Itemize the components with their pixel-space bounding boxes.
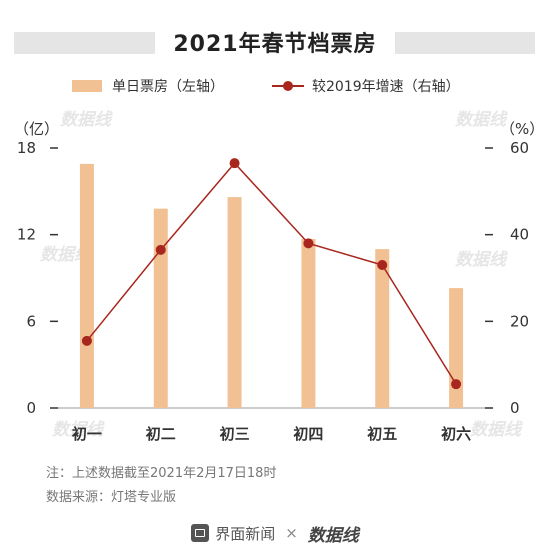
left-tick-label-0: 0 <box>26 399 36 417</box>
legend-bar-swatch <box>72 80 102 92</box>
x-tick-label-5: 初六 <box>441 425 471 443</box>
growth-point-初四 <box>303 238 314 249</box>
footnote-source: 数据来源：灯塔专业版 <box>46 490 177 505</box>
bar-初四 <box>301 239 316 408</box>
watermark-4: 数据线 <box>52 420 105 440</box>
footer-brand-bar: 界面新闻 × 数据线 <box>0 516 550 550</box>
x-tick-label-1: 初二 <box>146 425 176 443</box>
watermark-0: 数据线 <box>60 110 113 130</box>
chart-title-text: 2021年春节档票房 <box>155 32 395 57</box>
right-tick-label-0: 0 <box>510 399 520 417</box>
bar-初二 <box>153 208 168 408</box>
right-tick-label-20: 20 <box>510 312 529 330</box>
x-tick-label-3: 初四 <box>293 425 323 443</box>
jiemian-logo-icon <box>191 524 210 542</box>
right-axis-unit: （%） <box>500 120 544 138</box>
legend: 单日票房（左轴） 较2019年增速（右轴） <box>0 76 550 98</box>
legend-item-bar: 单日票房（左轴） <box>72 76 224 96</box>
x-tick-label-2: 初三 <box>220 425 250 443</box>
growth-point-初二 <box>155 244 166 255</box>
growth-point-初五 <box>377 260 388 270</box>
bar-初五 <box>375 249 390 408</box>
right-tick-label-60: 60 <box>510 139 529 157</box>
watermark-5: 数据线 <box>470 420 523 440</box>
footer-brand-jiemian: 界面新闻 <box>215 524 276 543</box>
left-tick-label-12: 12 <box>17 226 36 244</box>
legend-line-swatch <box>272 79 304 93</box>
growth-line <box>86 162 457 385</box>
watermark-1: 数据线 <box>455 110 508 130</box>
watermark-3: 数据线 <box>455 250 508 270</box>
left-tick-label-18: 18 <box>17 139 36 157</box>
bar-初六 <box>449 288 464 408</box>
growth-point-初六 <box>451 379 462 390</box>
footer-brand-shujuxian: 数据线 <box>307 525 359 546</box>
growth-point-初一 <box>81 335 92 346</box>
legend-bar-label: 单日票房（左轴） <box>112 79 224 95</box>
legend-item-line: 较2019年增速（右轴） <box>272 76 460 96</box>
x-tick-label-4: 初五 <box>367 425 397 443</box>
footer-separator: × <box>285 524 298 542</box>
x-tick-label-0: 初一 <box>72 425 102 443</box>
chart-title: 2021年春节档票房 <box>0 26 550 58</box>
growth-point-初三 <box>229 158 240 169</box>
legend-line-label: 较2019年增速（右轴） <box>312 79 460 95</box>
footnote-cutoff: 注：上述数据截至2021年2月17日18时 <box>46 466 277 481</box>
bar-初一 <box>79 163 94 408</box>
bar-初三 <box>227 197 242 408</box>
watermark-2: 数据线 <box>40 245 93 265</box>
left-axis-unit: （亿） <box>14 120 59 138</box>
left-tick-label-6: 6 <box>26 312 36 330</box>
right-tick-label-40: 40 <box>510 226 529 244</box>
